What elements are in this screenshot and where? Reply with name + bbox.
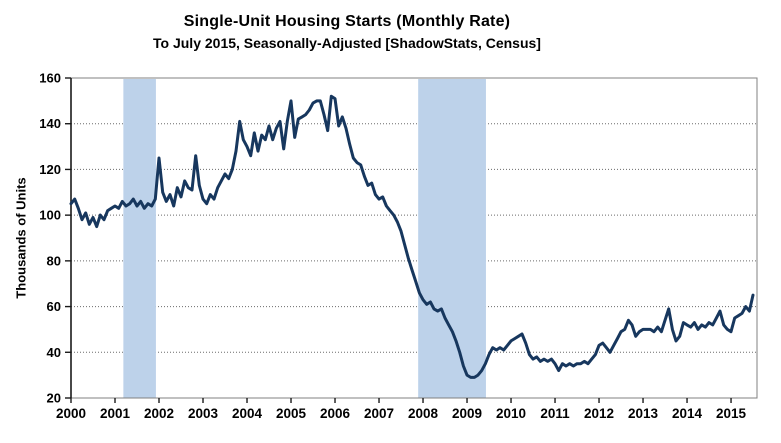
recession-bands (123, 79, 486, 398)
x-tick-label: 2009 (452, 406, 482, 421)
recession-band (418, 79, 486, 398)
y-tick-label: 100 (39, 208, 61, 223)
x-tick-label: 2015 (716, 406, 747, 421)
y-axis: 20 40 60 80 100 120 140 160 (39, 71, 72, 406)
x-tick-label: 2011 (540, 406, 570, 421)
x-axis: 2000 2001 2002 2003 2004 2005 2006 2007 2008 2009… (56, 398, 747, 421)
x-tick-label: 2007 (364, 406, 394, 421)
y-tick-label: 160 (39, 71, 61, 86)
y-tick-label: 40 (47, 345, 61, 360)
chart-title: Single-Unit Housing Starts (Monthly Rate… (183, 13, 511, 30)
y-tick-label: 120 (39, 162, 61, 177)
x-tick-label: 2001 (100, 406, 131, 421)
y-tick-label: 20 (47, 391, 61, 406)
x-tick-label: 2013 (628, 406, 659, 421)
x-tick-label: 2005 (276, 406, 307, 421)
gridlines (71, 77, 757, 353)
x-tick-label: 2010 (496, 406, 526, 421)
y-tick-label: 140 (39, 116, 61, 131)
x-tick-label: 2006 (320, 406, 351, 421)
x-tick-label: 2008 (408, 406, 439, 421)
y-tick-label: 80 (47, 253, 61, 268)
x-tick-label: 2000 (56, 406, 86, 421)
x-tick-label: 2012 (584, 406, 614, 421)
plot-border (70, 77, 758, 399)
y-tick-label: 60 (47, 299, 61, 314)
x-tick-label: 2014 (672, 406, 703, 421)
x-tick-label: 2002 (144, 406, 174, 421)
recession-band (123, 79, 156, 398)
data-line-single-unit-starts (69, 94, 755, 379)
x-tick-label: 2004 (232, 406, 263, 421)
x-tick-label: 2003 (188, 406, 219, 421)
chart-subtitle: To July 2015, Seasonally-Adjusted [Shado… (153, 35, 541, 51)
